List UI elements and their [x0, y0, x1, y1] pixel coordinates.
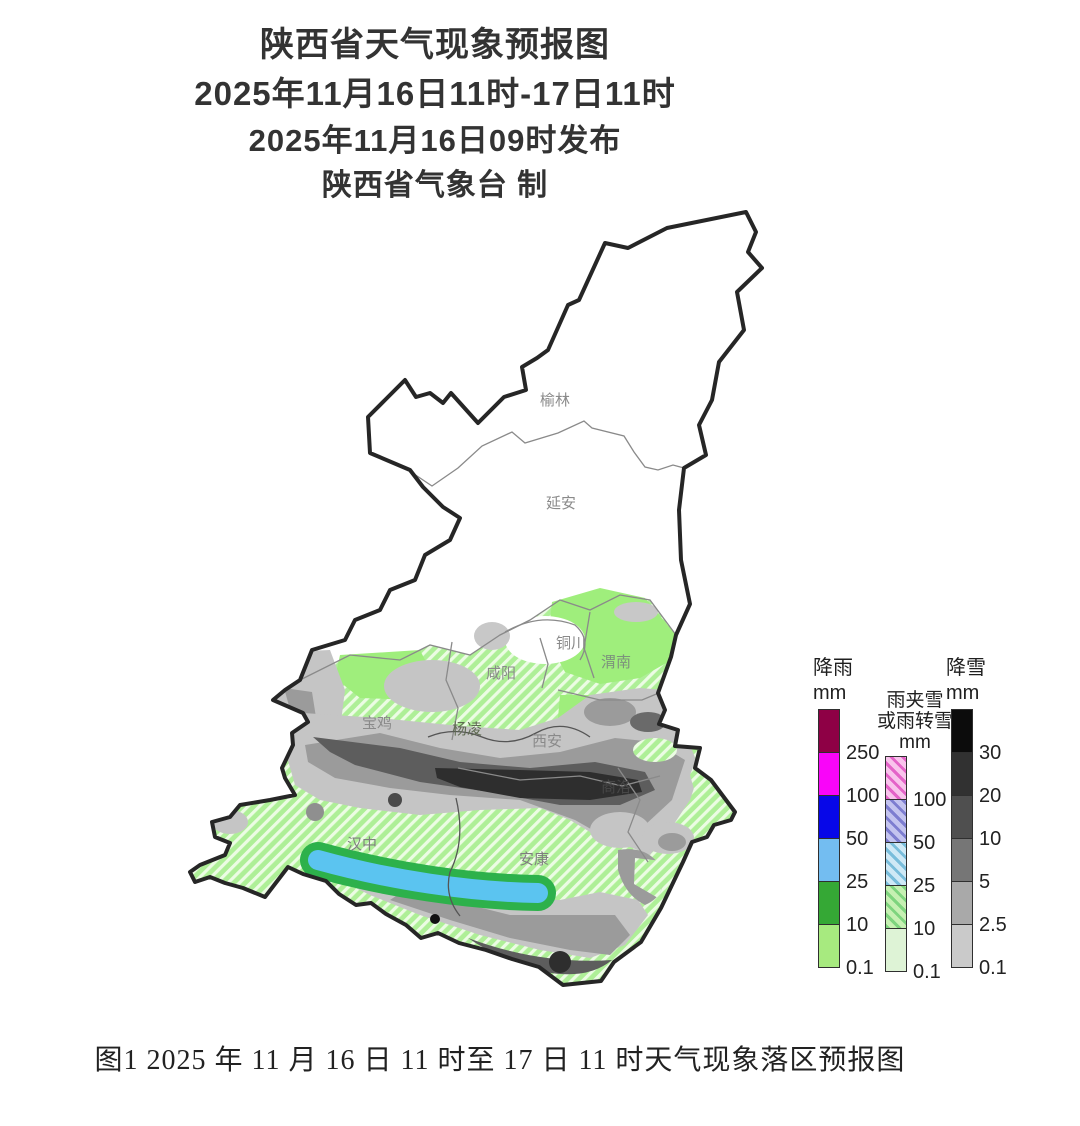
- issuing-agency: 陕西省气象台 制: [321, 169, 549, 202]
- legend-entry: 0.1: [818, 924, 874, 978]
- city-label: 杨凌: [452, 721, 482, 738]
- legend-rain-title: 降雨 mm: [813, 657, 853, 704]
- legend-entry: 5: [951, 838, 990, 892]
- figure-caption: 图1 2025 年 11 月 16 日 11 时至 17 日 11 时天气现象落…: [94, 1045, 906, 1076]
- prefecture-boundaries: [299, 420, 685, 917]
- legend-entry: 250: [818, 709, 879, 763]
- city-label: 安康: [519, 851, 549, 868]
- legend-entry: 10: [951, 795, 1001, 849]
- city-label: 汉中: [347, 836, 377, 853]
- city-label: 咸阳: [486, 665, 516, 682]
- legend-entry: 100: [818, 752, 879, 806]
- legend-entry: 50: [885, 799, 935, 853]
- legend-snow-bar: 30 20 10 5 2.5 0.1: [951, 709, 1007, 978]
- legend-sleet-title: 雨夹雪 或雨转雪 mm: [876, 690, 953, 753]
- legend-entry: 10: [818, 881, 868, 935]
- legend-sleet-bar: 100 50 25 10 0.1: [885, 756, 946, 982]
- legend-snow-title: 降雪 mm: [946, 657, 986, 704]
- city-label: 西安: [532, 733, 562, 750]
- province-outline: [188, 210, 764, 987]
- city-label: 商洛: [601, 779, 631, 796]
- legend-sleet: 雨夹雪 或雨转雪 mm 100 50 25 10 0.1: [867, 690, 963, 982]
- legend-entry: 25: [885, 842, 935, 896]
- legend-entry: 25: [818, 838, 868, 892]
- legend-entry: 10: [885, 885, 935, 939]
- legend-entry: 2.5: [951, 881, 1007, 935]
- precipitation-zones: [190, 588, 735, 985]
- legend-rain: 降雨 mm 250 100 50 25 10 0.1: [813, 656, 883, 978]
- map-title: 陕西省天气现象预报图: [260, 26, 610, 64]
- city-label: 铜川: [556, 635, 586, 652]
- city-label: 渭南: [601, 654, 631, 671]
- legend-entry: 30: [951, 709, 1001, 763]
- forecast-period: 2025年11月16日11时-17日11时: [194, 75, 676, 112]
- issue-time: 2025年11月16日09时发布: [248, 123, 622, 158]
- city-label: 延安: [546, 495, 576, 512]
- legend-snow: 降雪 mm 30 20 10 5 2.5 0.1: [946, 656, 1016, 978]
- legend-entry: 50: [818, 795, 868, 849]
- legend-rain-bar: 250 100 50 25 10 0.1: [818, 709, 879, 978]
- legend-entry: 0.1: [951, 924, 1007, 978]
- legend-entry: 0.1: [885, 928, 941, 982]
- legend-entry: 20: [951, 752, 1001, 806]
- city-label: 榆林: [540, 392, 570, 409]
- title-block: 陕西省天气现象预报图 2025年11月16日11时-17日11时 2025年11…: [115, 20, 755, 208]
- city-label: 宝鸡: [362, 715, 392, 732]
- legend-entry: 100: [885, 756, 946, 810]
